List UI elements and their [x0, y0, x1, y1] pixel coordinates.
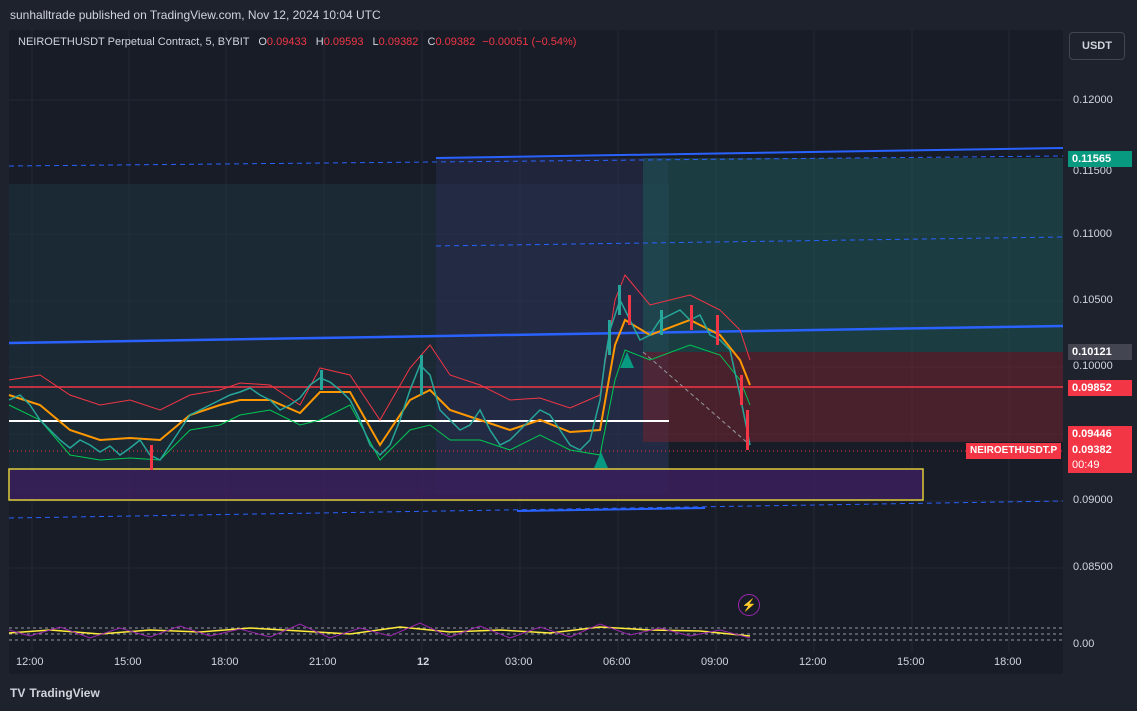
published-caption: sunhalltrade published on TradingView.co… — [10, 8, 381, 22]
price-tick: 0.11000 — [1073, 228, 1112, 240]
currency-button[interactable]: USDT — [1069, 32, 1125, 60]
high-key: H — [315, 36, 324, 48]
open-key: O — [258, 36, 267, 48]
channel-upper-dashed — [435, 236, 1064, 247]
channel-top-dashed — [8, 155, 1064, 167]
upper-band — [8, 274, 751, 421]
price-tick: 0.10000 — [1073, 360, 1113, 372]
candles — [150, 285, 749, 470]
symbol-legend[interactable]: NEIROETHUSDT Perpetual Contract, 5, BYBI… — [18, 36, 576, 48]
footer-brand: TradingView — [29, 686, 100, 700]
low-value: 0.09382 — [378, 36, 419, 48]
time-tick: 15:00 — [897, 656, 925, 668]
buy-signal-icon — [620, 352, 634, 368]
time-tick: 12:00 — [16, 656, 44, 668]
time-tick: 03:00 — [505, 656, 533, 668]
time-tick: 12:00 — [799, 656, 827, 668]
close-key: C — [427, 36, 436, 48]
range-box-2 — [436, 158, 668, 494]
time-tick: 12 — [417, 656, 430, 668]
open-value: 0.09433 — [266, 36, 307, 48]
position-path — [642, 351, 751, 446]
buy-signal-icon — [594, 452, 608, 468]
last-price-label: 0.09382 — [1068, 442, 1132, 458]
time-tick: 06:00 — [603, 656, 631, 668]
channel-mid-line[interactable] — [8, 324, 1064, 345]
price-tick: 0.11500 — [1073, 165, 1112, 177]
channel-bottom-dashed — [8, 500, 1064, 519]
countdown-label: 00:49 — [1068, 457, 1132, 473]
tradingview-logo-icon: TV — [10, 686, 26, 700]
change-value: −0.00051 (−0.54%) — [482, 36, 577, 48]
channel-bottom-line[interactable] — [516, 507, 706, 512]
lightning-icon[interactable]: ⚡ — [738, 594, 760, 616]
symbol-title: NEIROETHUSDT Perpetual Contract, 5, BYBI… — [18, 36, 250, 48]
time-tick: 18:00 — [994, 656, 1022, 668]
stop-zone[interactable] — [643, 352, 1063, 442]
time-tick: 15:00 — [114, 656, 142, 668]
high-value: 0.09593 — [323, 36, 364, 48]
price-tick: 0.09000 — [1073, 494, 1113, 506]
low-key: L — [372, 36, 379, 48]
tradingview-footer[interactable]: TV TradingView — [10, 686, 100, 700]
price-tick: 0.10500 — [1073, 294, 1113, 306]
time-tick: 09:00 — [701, 656, 729, 668]
price-series — [8, 298, 751, 461]
top-bar: sunhalltrade published on TradingView.co… — [0, 0, 1137, 30]
support-box[interactable] — [8, 468, 924, 501]
price-axis[interactable]: 0.12000 0.11500 0.11000 0.10500 0.10000 … — [1063, 60, 1137, 674]
symbol-tag: NEIROETHUSDT.P — [966, 443, 1062, 459]
close-value: 0.09382 — [435, 36, 476, 48]
target-price-label: 0.11565 — [1068, 151, 1132, 167]
price-tick: 0.00 — [1073, 638, 1095, 650]
price-tick: 0.08500 — [1073, 561, 1113, 573]
time-tick: 18:00 — [211, 656, 239, 668]
entry-price-label: 0.10121 — [1068, 344, 1132, 360]
target-zone[interactable] — [643, 158, 1063, 352]
time-tick: 21:00 — [309, 656, 337, 668]
time-axis[interactable]: 12:00 15:00 18:00 21:00 12 03:00 06:00 0… — [9, 652, 1063, 674]
resistance-price-label: 0.09852 — [1068, 380, 1132, 396]
channel-top-line[interactable] — [435, 147, 1064, 159]
stop-price-label: 0.09446 — [1068, 426, 1132, 442]
oscillator-pane — [8, 622, 1063, 641]
price-tick: 0.12000 — [1073, 94, 1113, 106]
